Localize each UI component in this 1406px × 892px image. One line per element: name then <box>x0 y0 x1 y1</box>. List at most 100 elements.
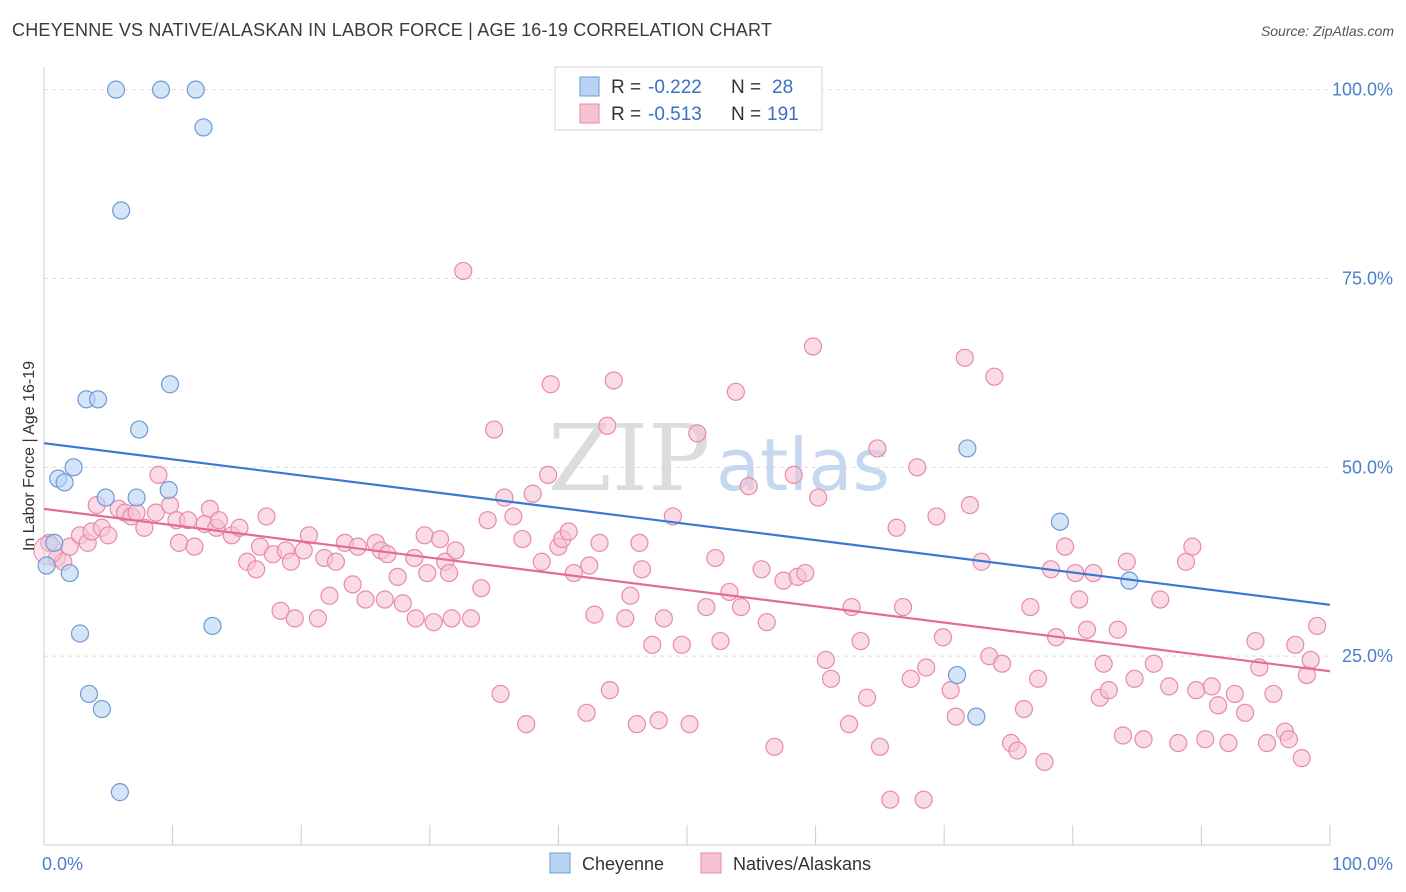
data-point-natives <box>1183 537 1202 556</box>
data-point-natives <box>580 556 599 575</box>
data-point-natives <box>752 560 771 579</box>
data-point-natives <box>908 458 927 477</box>
data-point-natives <box>523 484 542 503</box>
data-point-cheyenne <box>194 118 213 137</box>
data-point-natives <box>517 715 536 734</box>
data-point-natives <box>1070 590 1089 609</box>
trend-line-natives <box>43 507 1331 673</box>
data-point-natives <box>495 488 514 507</box>
gridlines <box>44 89 1330 657</box>
legend-box: R = -0.222 N = 28 R = -0.513 N = 191 <box>554 66 823 131</box>
y-tick-label: 100.0% <box>1332 80 1393 100</box>
data-point-natives <box>393 594 412 613</box>
bottom-legend-label-natives: Natives/Alaskans <box>733 854 871 874</box>
data-point-natives <box>765 737 784 756</box>
data-point-natives <box>281 552 301 571</box>
data-point-natives <box>1077 620 1097 639</box>
data-point-natives <box>688 424 707 443</box>
x-tick-labels: 0.0% 100.0% <box>42 854 1393 874</box>
data-point-natives <box>1236 703 1255 722</box>
data-point-natives <box>1084 563 1103 583</box>
source-label: Source: ZipAtlas.com <box>1260 23 1394 39</box>
data-point-natives <box>901 669 920 688</box>
data-point-natives <box>630 533 649 552</box>
data-point-natives <box>424 613 443 632</box>
data-point-natives <box>796 563 815 583</box>
data-point-cheyenne <box>151 80 171 99</box>
legend-n-label-cheyenne: N = <box>731 77 761 98</box>
data-point-natives <box>430 529 450 549</box>
data-point-natives <box>375 590 394 609</box>
data-point-natives <box>406 609 425 628</box>
data-point-natives <box>209 511 228 530</box>
data-point-natives <box>294 541 313 560</box>
data-point-natives <box>1113 726 1133 745</box>
data-point-natives <box>955 348 974 367</box>
data-point-natives <box>149 465 168 484</box>
data-point-natives <box>1292 749 1311 768</box>
data-point-natives <box>1014 699 1034 719</box>
y-tick-labels: 25.0% 50.0% 75.0% 100.0% <box>1332 80 1393 667</box>
data-point-natives <box>1160 677 1179 696</box>
data-point-natives <box>616 609 635 628</box>
data-point-natives <box>160 495 180 515</box>
data-point-natives <box>1028 669 1048 688</box>
data-point-natives <box>1021 597 1040 617</box>
data-point-natives <box>1196 730 1215 749</box>
data-point-natives <box>564 563 583 583</box>
data-point-cheyenne <box>106 80 126 99</box>
data-point-natives <box>454 261 473 281</box>
data-point-natives <box>992 654 1012 673</box>
data-point-natives <box>1257 733 1277 753</box>
data-point-cheyenne <box>127 488 146 507</box>
axes <box>43 67 1331 846</box>
data-point-natives <box>146 503 165 522</box>
data-point-natives <box>917 658 936 677</box>
data-point-cheyenne <box>45 533 64 552</box>
data-point-natives <box>887 518 906 537</box>
data-point-cheyenne <box>112 201 131 220</box>
data-point-natives <box>1169 733 1188 753</box>
data-point-natives <box>320 586 339 605</box>
data-point-natives <box>1055 537 1075 556</box>
watermark-atlas: atlas <box>716 423 890 507</box>
data-point-natives <box>1125 669 1144 688</box>
data-point-cheyenne <box>159 480 178 500</box>
data-point-natives <box>99 526 118 545</box>
data-point-cheyenne <box>88 390 108 409</box>
data-point-natives <box>1134 730 1153 749</box>
data-point-natives <box>868 439 887 458</box>
data-point-cheyenne <box>60 563 79 583</box>
data-point-natives <box>1279 730 1298 749</box>
data-point-natives <box>559 522 578 541</box>
data-point-natives <box>604 371 623 390</box>
series-natives-alaskans <box>33 261 1327 809</box>
data-point-natives <box>539 465 558 484</box>
data-point-natives <box>600 681 619 700</box>
data-point-natives <box>513 529 532 549</box>
data-point-natives <box>881 790 900 809</box>
y-tick-label: 25.0% <box>1342 646 1393 666</box>
x-tick-label-max: 100.0% <box>1332 854 1393 874</box>
data-point-natives <box>927 507 946 526</box>
y-tick-label: 50.0% <box>1342 457 1393 477</box>
data-point-natives <box>169 533 189 552</box>
data-point-natives <box>405 548 424 568</box>
data-point-cheyenne <box>160 375 180 394</box>
data-point-natives <box>185 537 204 556</box>
data-point-natives <box>985 367 1004 386</box>
data-point-natives <box>1117 552 1136 571</box>
data-point-natives <box>285 609 304 628</box>
data-point-natives <box>711 631 730 651</box>
data-point-natives <box>632 560 652 579</box>
data-point-natives <box>541 375 560 394</box>
data-point-natives <box>803 337 823 356</box>
data-point-natives <box>621 586 640 605</box>
data-point-natives <box>135 518 154 537</box>
data-point-natives <box>654 609 673 628</box>
data-point-cheyenne <box>37 556 56 575</box>
data-point-natives <box>914 790 933 809</box>
data-point-cheyenne <box>70 624 90 643</box>
bottom-legend: Cheyenne Natives/Alaskans <box>549 852 871 874</box>
data-point-natives <box>418 563 437 583</box>
